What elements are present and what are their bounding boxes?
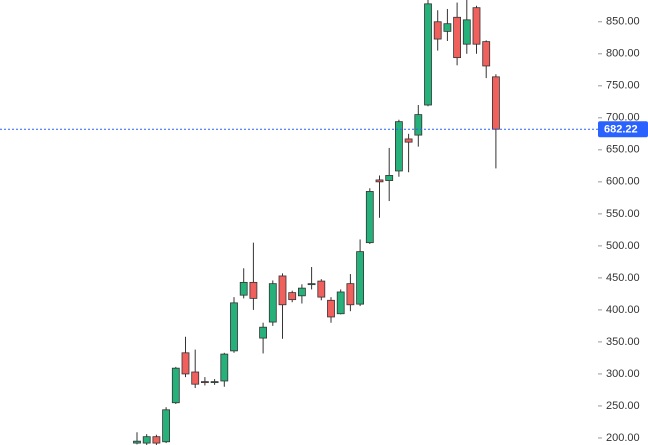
candle-body xyxy=(394,121,403,172)
y-tick-label: 450.00 xyxy=(606,272,640,284)
candle-body xyxy=(191,371,200,385)
candle-body xyxy=(365,191,374,244)
candle-body xyxy=(239,281,248,296)
y-tick-label: 600.00 xyxy=(606,176,640,188)
candle-body xyxy=(404,138,413,143)
candle-body xyxy=(288,292,297,301)
last-price-label: 682.22 xyxy=(604,124,638,136)
y-tick-label: 250.00 xyxy=(606,400,640,412)
candle-body xyxy=(278,275,287,306)
candle-body xyxy=(385,175,394,181)
y-tick-label: 300.00 xyxy=(606,368,640,380)
candle-body xyxy=(414,114,423,136)
candle-body xyxy=(356,251,365,305)
y-tick-label: 200.00 xyxy=(606,432,640,444)
candle-body xyxy=(297,287,306,297)
candle-body xyxy=(336,291,345,315)
candle-body xyxy=(268,283,277,323)
y-tick-label: 650.00 xyxy=(606,144,640,156)
candle-body xyxy=(220,353,229,382)
candle-body xyxy=(249,281,258,299)
candle-body xyxy=(210,381,219,384)
candle-body xyxy=(200,381,209,384)
candle-body xyxy=(433,21,442,40)
y-tick-label: 400.00 xyxy=(606,304,640,316)
y-tick-label: 500.00 xyxy=(606,240,640,252)
candle-body xyxy=(259,326,268,339)
candle-body xyxy=(424,3,432,106)
candle-body xyxy=(152,436,161,444)
candle-body xyxy=(171,367,180,404)
y-tick-label: 550.00 xyxy=(606,208,640,220)
candle-body xyxy=(307,283,316,286)
candle-body xyxy=(317,280,326,298)
candle-body xyxy=(482,41,491,67)
candle-body xyxy=(162,409,171,443)
candle-body xyxy=(142,436,151,444)
candle-body xyxy=(462,19,471,45)
candle-body xyxy=(133,440,141,444)
candle-body xyxy=(472,7,481,45)
last-price-badge xyxy=(598,121,648,138)
candle-body xyxy=(346,283,355,306)
candle-body xyxy=(181,352,190,375)
candle-body xyxy=(375,179,384,183)
y-tick-label: 700.00 xyxy=(606,112,640,124)
y-tick-label: 750.00 xyxy=(606,80,640,92)
candle-body xyxy=(327,299,335,318)
y-tick-label: 350.00 xyxy=(606,336,640,348)
candle-body xyxy=(443,23,452,32)
y-tick-label: 850.00 xyxy=(606,16,640,28)
candle-body xyxy=(453,16,462,59)
candle-body xyxy=(230,302,238,352)
y-tick-label: 800.00 xyxy=(606,48,640,60)
candle-body xyxy=(491,76,500,130)
